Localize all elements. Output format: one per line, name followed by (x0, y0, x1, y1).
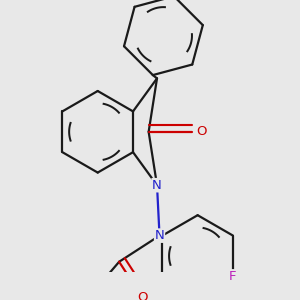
Text: O: O (137, 291, 147, 300)
Text: N: N (152, 179, 162, 192)
Text: O: O (196, 125, 207, 138)
Text: F: F (229, 270, 237, 283)
Text: N: N (155, 229, 164, 242)
